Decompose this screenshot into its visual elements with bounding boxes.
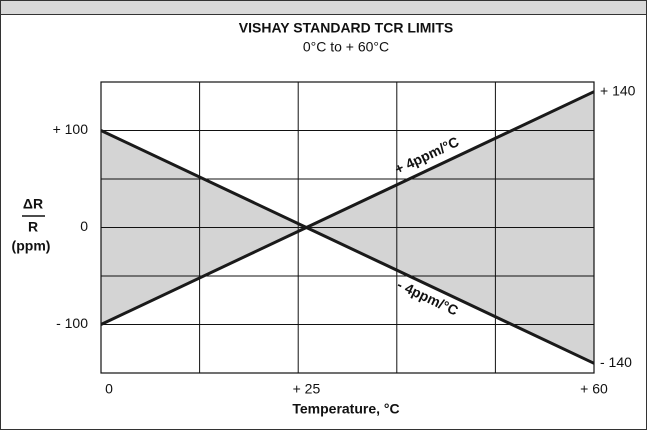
tcr-line <box>100 129 595 365</box>
y-tick-label: - 100 <box>56 315 88 331</box>
plot-border <box>100 81 595 374</box>
y-tick-label: 0 <box>80 218 88 234</box>
end-label: + 140 <box>600 82 636 98</box>
y-label-unit: (ppm) <box>12 238 51 254</box>
x-tick-label: + 60 <box>580 381 608 397</box>
chart-subtitle: 0°C to + 60°C <box>303 39 389 55</box>
y-tick-label: + 100 <box>53 121 89 137</box>
x-tick-label: + 25 <box>293 381 321 397</box>
y-label-numerator: ΔR <box>23 196 43 212</box>
header-bar <box>0 0 647 15</box>
end-label: - 140 <box>600 354 632 370</box>
chart-title: VISHAY STANDARD TCR LIMITS <box>239 20 453 36</box>
x-axis-label: Temperature, °C <box>292 401 399 417</box>
x-tick-label: 0 <box>105 381 113 397</box>
y-label-denominator: R <box>28 219 38 235</box>
